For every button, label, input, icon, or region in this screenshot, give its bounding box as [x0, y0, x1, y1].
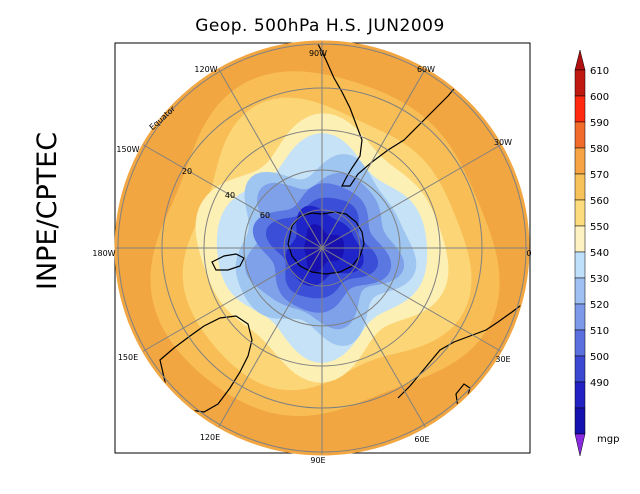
lon-label-60e: 60E [414, 435, 429, 444]
lon-label-90e: 90E [310, 456, 325, 465]
colorbar-level-label: 610 [590, 66, 609, 77]
colorbar-top-arrow [574, 49, 586, 71]
meridian-line [142, 247, 323, 352]
colorbar-swatch [574, 69, 586, 97]
lat-label-60: 60 [260, 211, 270, 220]
colorbar-level-label: 590 [590, 118, 609, 129]
map-title: Geop. 500hPa H.S. JUN2009 [195, 16, 445, 36]
colorbar-unit-label: mgp [597, 434, 619, 445]
colorbar-level-label: 530 [590, 274, 609, 285]
antarctica-coast [287, 211, 365, 275]
colorbar: 610 600 590 580 570 560 550 540 530 520 510 500 490 [574, 49, 609, 457]
south-america-coast [317, 43, 467, 187]
colorbar-level-label: 570 [590, 170, 609, 181]
colorbar-swatch [574, 381, 586, 409]
lat-label-20: 20 [182, 167, 192, 176]
lon-label-0: 0 [526, 249, 531, 258]
meridian-line [321, 247, 426, 428]
colorbar-swatch [574, 355, 586, 383]
colorbar-level-label: 500 [590, 352, 609, 363]
colorbar-swatch [574, 303, 586, 331]
new-zealand-coast [211, 253, 245, 271]
meridian-line [218, 68, 323, 249]
meridian-line [321, 247, 502, 352]
colorbar-bottom-arrow [574, 433, 586, 457]
map-disk-edge [114, 40, 530, 456]
lon-label-30w: 30W [494, 138, 512, 147]
meridian-line [321, 68, 426, 249]
colorbar-level-label: 510 [590, 326, 609, 337]
colorbar-swatch [574, 199, 586, 227]
colorbar-swatch [574, 121, 586, 149]
colorbar-level-label: 600 [590, 92, 609, 103]
colorbar-swatch [574, 225, 586, 253]
colorbar-swatch [574, 329, 586, 357]
lon-label-90w: 90W [309, 49, 327, 58]
lon-label-30e: 30E [495, 355, 510, 364]
colorbar-level-label: 580 [590, 144, 609, 155]
meridian-line [321, 144, 502, 249]
lon-label-180w: 180W [92, 249, 115, 258]
lat-label-40: 40 [225, 191, 235, 200]
coastlines [159, 43, 529, 413]
lon-label-60w: 60W [417, 65, 435, 74]
lon-label-120w: 120W [194, 65, 217, 74]
colorbar-swatch [574, 407, 586, 435]
meridians [115, 41, 529, 455]
lon-label-120e: 120E [200, 433, 220, 442]
colorbar-level-label: 490 [590, 378, 609, 389]
graticule [115, 41, 529, 455]
colorbar-level-label: 520 [590, 300, 609, 311]
colorbar-level-label: 550 [590, 222, 609, 233]
colorbar-level-label: 540 [590, 248, 609, 259]
colorbar-swatch [574, 147, 586, 175]
colorbar-swatch [574, 95, 586, 123]
meridian-line [142, 144, 323, 249]
lon-label-150e: 150E [118, 353, 138, 362]
colorbar-swatch [574, 251, 586, 279]
africa-coast [397, 299, 529, 399]
colorbar-swatch [574, 173, 586, 201]
meridian-line [218, 247, 323, 428]
colorbar-swatch [574, 277, 586, 305]
colorbar-level-label: 560 [590, 196, 609, 207]
lon-label-150w: 150W [116, 145, 139, 154]
